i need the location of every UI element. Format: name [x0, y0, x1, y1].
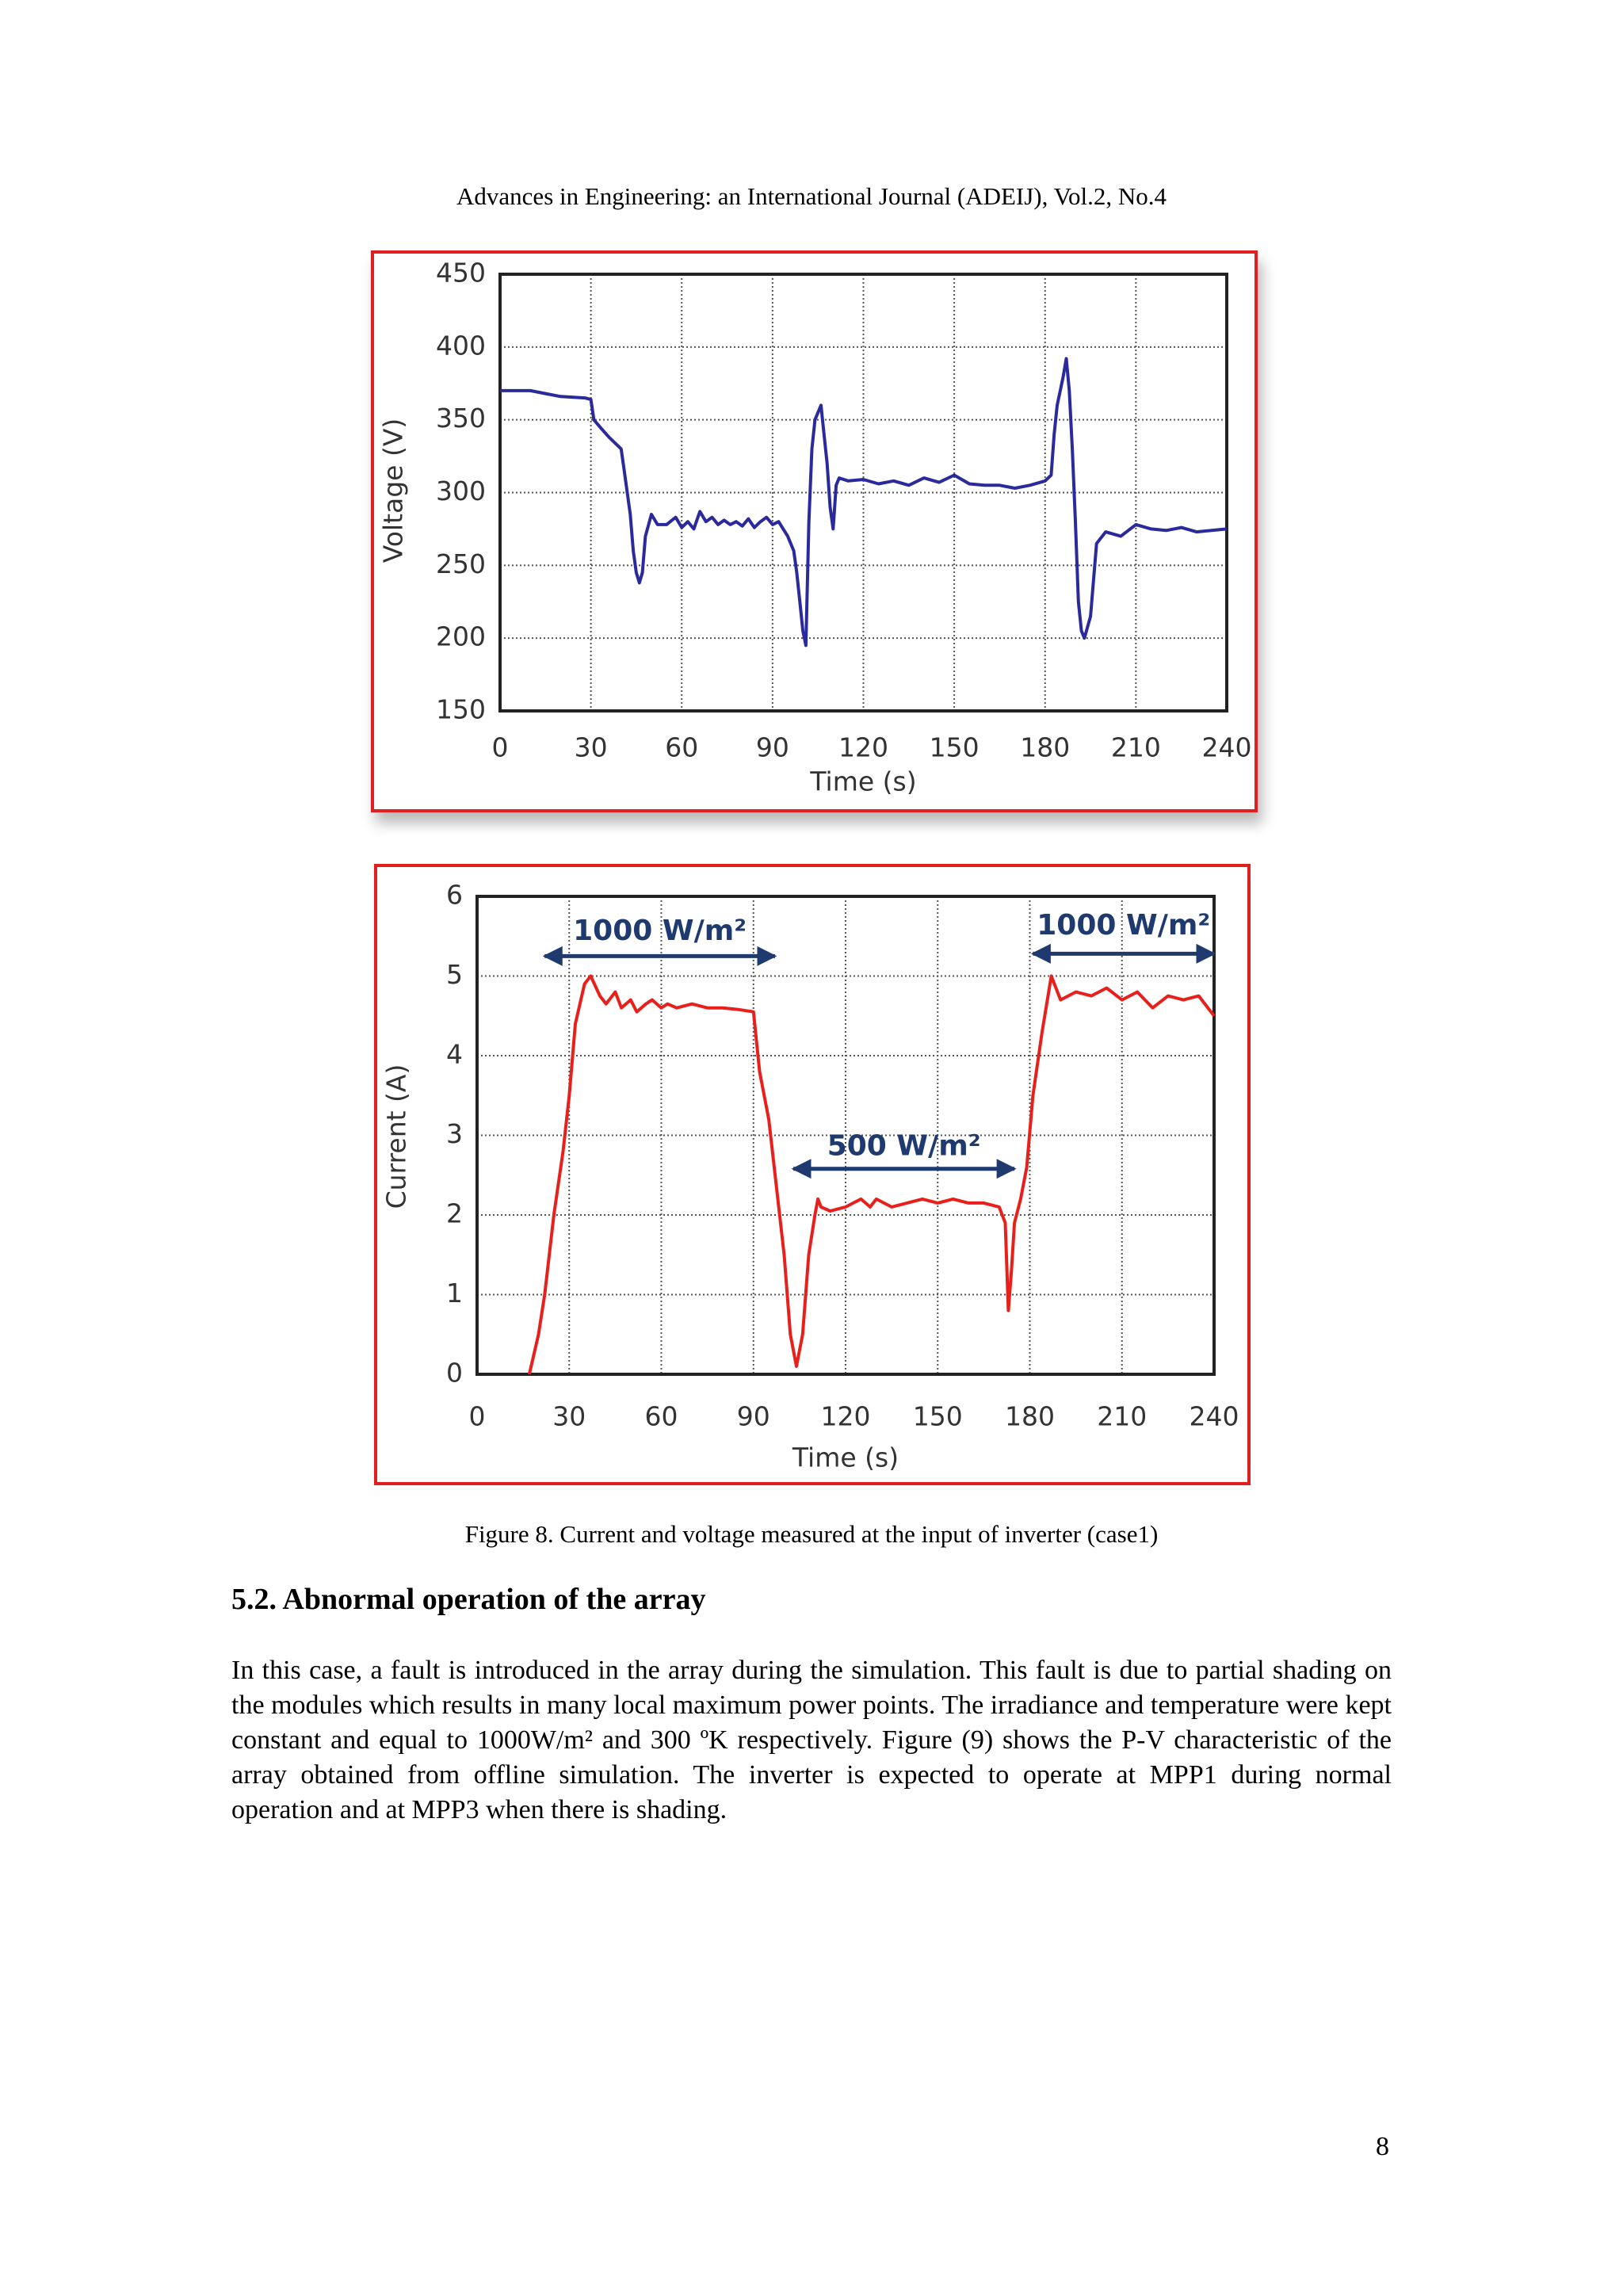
irradiance-label: 1000 W/m²	[1037, 909, 1210, 942]
x-tick-label: 150	[930, 732, 980, 763]
irradiance-label: 1000 W/m²	[573, 915, 747, 947]
y-axis-label: Current (A)	[381, 1064, 412, 1209]
voltage-chart: 150 200 250 300 350 400 450 0 30 60 90 120 150 180 210…	[371, 250, 1258, 812]
x-axis-label: Time (s)	[809, 766, 916, 797]
x-tick-label: 0	[492, 732, 509, 763]
y-axis-label: Voltage (V)	[378, 418, 409, 563]
y-tick-label: 350	[436, 403, 486, 434]
x-tick-label: 120	[821, 1401, 871, 1432]
figure-caption: Figure 8. Current and voltage measured a…	[464, 1520, 1159, 1548]
y-tick-label: 1	[446, 1278, 463, 1308]
x-tick-label: 210	[1097, 1401, 1147, 1432]
y-tick-label: 5	[446, 959, 463, 990]
chart-frame	[371, 250, 1258, 812]
y-tick-label: 0	[446, 1358, 463, 1389]
plot-frame	[475, 895, 1216, 1376]
y-tick-label: 150	[436, 694, 486, 725]
data-line	[500, 357, 1228, 648]
x-axis-label: Time (s)	[792, 1442, 899, 1473]
page-number: 8	[1376, 2132, 1389, 2161]
y-tick-label: 450	[436, 258, 486, 288]
section-title: 5.2. Abnormal operation of the array	[231, 1583, 706, 1616]
running-header: Advances in Engineering: an Internationa…	[456, 182, 1167, 210]
irradiance-label: 500 W/m²	[827, 1130, 981, 1163]
plot-frame	[498, 273, 1228, 712]
y-tick-label: 200	[436, 621, 486, 652]
data-line	[527, 974, 1216, 1375]
x-tick-label: 60	[645, 1401, 678, 1432]
x-tick-label: 90	[737, 1401, 770, 1432]
y-tick-label: 6	[446, 880, 463, 911]
x-tick-label: 150	[913, 1401, 963, 1432]
chart-frame	[374, 864, 1251, 1485]
x-tick-label: 60	[665, 732, 698, 763]
y-tick-label: 250	[436, 548, 486, 579]
x-tick-label: 120	[838, 732, 888, 763]
x-tick-label: 30	[552, 1401, 586, 1432]
x-tick-label: 30	[575, 732, 608, 763]
x-tick-label: 210	[1111, 732, 1161, 763]
x-tick-label: 180	[1005, 1401, 1055, 1432]
y-tick-label: 400	[436, 330, 486, 361]
x-tick-label: 240	[1202, 732, 1252, 763]
y-tick-label: 4	[446, 1039, 463, 1070]
paragraph: In this case, a fault is introduced in t…	[231, 1656, 1392, 1824]
y-tick-label: 3	[446, 1118, 463, 1149]
x-tick-label: 90	[756, 732, 789, 763]
y-tick-label: 300	[436, 476, 486, 506]
y-tick-label: 2	[446, 1198, 463, 1229]
x-tick-label: 240	[1190, 1401, 1239, 1432]
x-tick-label: 0	[469, 1401, 486, 1432]
x-tick-label: 180	[1020, 732, 1070, 763]
